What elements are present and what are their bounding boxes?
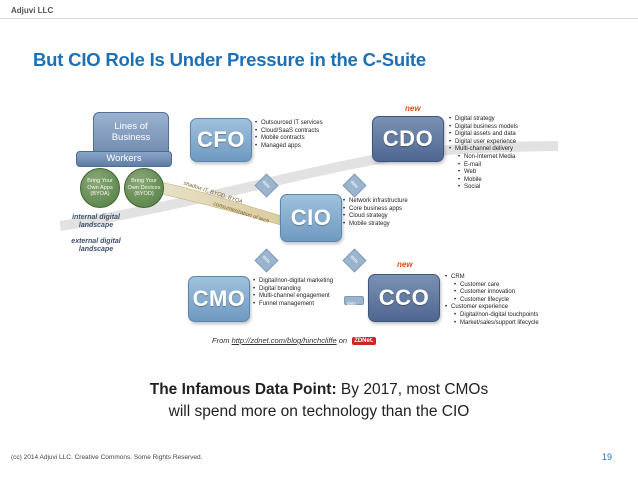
cco-label: CCO <box>378 285 430 310</box>
cdo-bullet: Digital user experience <box>448 139 518 147</box>
cdo-label: CDO <box>382 126 434 151</box>
arrow-label: data <box>349 254 360 264</box>
cdo-bullet: Multi-channel delivery <box>448 146 518 154</box>
source-prefix: From <box>212 336 230 345</box>
slide-title: But CIO Role Is Under Pressure in the C-… <box>33 49 426 70</box>
zdnet-logo: ZDNet. <box>352 337 376 346</box>
cfo-label: CFO <box>197 127 245 152</box>
cdo-bullet: Digital strategy <box>448 116 518 124</box>
cco-new-label: new <box>397 260 413 269</box>
cio-bullets: Network infrastructure Core business app… <box>342 198 408 228</box>
footer-copyright: (cc) 2014 Adjuvi LLC. Creative Commons. … <box>11 454 203 461</box>
cio-bullet: Core business apps <box>342 206 408 214</box>
arrow-label: data <box>347 301 356 306</box>
cmo-bullet: Digital branding <box>252 286 333 294</box>
cmo-label: CMO <box>192 286 246 311</box>
cdo-sub-bullet: Social <box>448 184 518 192</box>
cio-bullet: Mobile strategy <box>342 221 408 229</box>
cco-sub-bullet: Market/sales/support lifecycle <box>444 320 539 328</box>
diagram-source: From http://zdnet.com/blog/hinchcliffe o… <box>212 336 376 346</box>
cio-diagram: Lines of Business Workers Bring Your Own… <box>60 102 558 355</box>
cco-bullet: CRM <box>444 274 539 282</box>
lines-of-business-box: Lines of Business <box>93 112 169 158</box>
cco-box: CCO <box>368 274 440 322</box>
cfo-bullet: Mobile contracts <box>254 135 323 143</box>
cfo-bullet: Cloud/SaaS contracts <box>254 128 323 136</box>
internal-landscape-label: internal digital landscape <box>72 214 120 229</box>
cdo-sub-bullet: E-mail <box>448 162 518 170</box>
arrow-label: data <box>261 179 272 189</box>
cco-sub-bullet: Digital/non-digital touchpoints <box>444 312 539 320</box>
cdo-bullet: Digital assets and data <box>448 131 518 139</box>
cco-bullets: CRM Customer care Customer innovation Cu… <box>444 274 539 327</box>
cmo-box: CMO <box>188 276 250 322</box>
cio-label: CIO <box>290 205 332 230</box>
byoa-circle: Bring Your Own Apps (BYOA) <box>80 168 120 208</box>
cio-bullet: Network infrastructure <box>342 198 408 206</box>
arrow-label: data <box>349 179 360 189</box>
source-on: on <box>338 336 348 345</box>
cdo-box: CDO <box>372 116 444 162</box>
cdo-sub-bullet: Web <box>448 169 518 177</box>
cmo-bullet: Funnel management <box>252 301 333 309</box>
quote-line1-rest: By 2017, most CMOs <box>336 381 489 398</box>
cco-sub-bullet: Customer lifecycle <box>444 297 539 305</box>
external-landscape-label: external digital landscape <box>71 238 121 253</box>
cfo-bullet: Outsourced IT services <box>254 120 323 128</box>
source-link[interactable]: http://zdnet.com/blog/hinchcliffe <box>231 336 337 345</box>
workers-box: Workers <box>76 151 172 167</box>
cdo-new-label: new <box>405 104 421 113</box>
cdo-bullets: Digital strategy Digital business models… <box>448 116 518 192</box>
cfo-box: CFO <box>190 118 252 162</box>
company-name: Adjuvi LLC <box>11 6 54 15</box>
cmo-bullet: Digital/non-digital marketing <box>252 278 333 286</box>
quote-line-1: The Infamous Data Point: By 2017, most C… <box>0 381 638 399</box>
cmo-bullet: Multi-channel engagement <box>252 293 333 301</box>
arrow-label: data <box>261 254 272 264</box>
byod-label: Bring Your Own Devices (BYOD) <box>127 178 161 198</box>
byod-circle: Bring Your Own Devices (BYOD) <box>124 168 164 208</box>
quote-lead: The Infamous Data Point: <box>149 381 337 398</box>
cio-bullet: Cloud strategy <box>342 213 408 221</box>
page-number: 19 <box>601 452 612 462</box>
cco-sub-bullet: Customer innovation <box>444 289 539 297</box>
cco-bullet: Customer experience <box>444 304 539 312</box>
cfo-bullet: Managed apps <box>254 143 323 151</box>
cco-sub-bullet: Customer care <box>444 282 539 290</box>
lines-of-business-label: Lines of Business <box>111 121 151 143</box>
cfo-bullets: Outsourced IT services Cloud/SaaS contra… <box>254 120 323 150</box>
workers-label: Workers <box>106 153 142 164</box>
quote-line-2: will spend more on technology than the C… <box>168 403 470 420</box>
cio-box: CIO <box>280 194 342 242</box>
cdo-bullet: Digital business models <box>448 124 518 132</box>
byoa-label: Bring Your Own Apps (BYOA) <box>87 178 113 198</box>
arrow-cmo-cco: data <box>344 296 364 306</box>
cdo-sub-bullet: Non-Internet Media <box>448 154 518 162</box>
header-rule <box>0 18 638 19</box>
cmo-bullets: Digital/non-digital marketing Digital br… <box>252 278 333 308</box>
cdo-sub-bullet: Mobile <box>448 177 518 185</box>
